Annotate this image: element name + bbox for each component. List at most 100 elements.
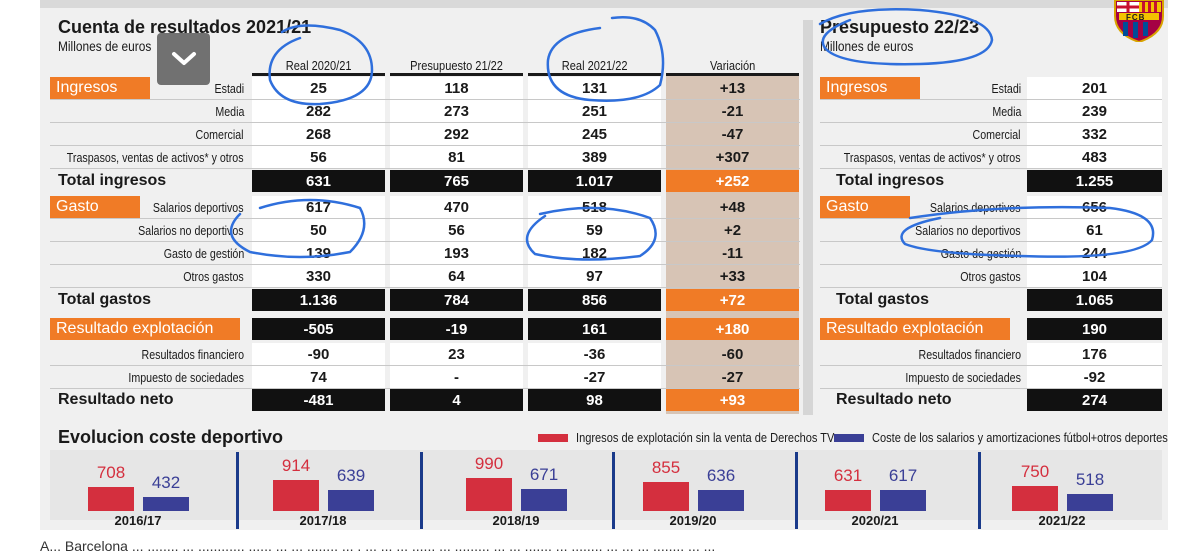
row-label: Resultados financiero	[141, 346, 244, 362]
right-table-cell: 274	[1027, 389, 1162, 411]
row-divider	[50, 168, 800, 169]
right-row-label: Media	[991, 103, 1021, 119]
table-cell: 4	[390, 389, 523, 411]
fcb-logo-text: FCB	[1126, 13, 1146, 22]
table-cell: 765	[390, 170, 523, 192]
bar-label-red: 990	[474, 453, 504, 473]
table-cell: 56	[252, 146, 385, 168]
fcb-crest-logo	[1114, 0, 1164, 42]
evolution-chart-background	[50, 450, 1162, 520]
column-header-real-2020-21: Real 2020/21	[252, 52, 385, 76]
bar-label-blue: 617	[888, 466, 918, 486]
bar-red-2019/20	[643, 482, 689, 511]
collapse-button[interactable]	[157, 33, 210, 85]
legend-red: Ingresos de explotación sin la venta de …	[538, 430, 880, 445]
table-cell: 81	[390, 146, 523, 168]
table-cell: +2	[723, 221, 742, 239]
bar-label-red: 708	[96, 463, 126, 483]
year-separator	[612, 452, 615, 529]
right-row-label: Total gastos	[836, 291, 930, 308]
right-row-label: Comercial	[973, 126, 1021, 142]
legend-red-swatch	[538, 433, 568, 442]
table-cell: +252	[666, 170, 799, 192]
bar-label-blue: 636	[706, 465, 736, 485]
year-label: 2017/18	[299, 513, 347, 528]
right-row-label: Otros gastos	[960, 268, 1021, 284]
table-cell: 292	[390, 123, 523, 145]
table-cell: -19	[390, 318, 523, 340]
table-cell: +93	[666, 389, 799, 411]
table-cell: 161	[528, 318, 661, 340]
table-cell: 23	[390, 343, 523, 365]
year-label: 2018/19	[492, 513, 540, 528]
table-cell: +180	[666, 318, 799, 340]
column-header-variacion: Variación	[666, 52, 799, 76]
year-label: 2021/22	[1038, 513, 1086, 528]
year-separator	[420, 452, 423, 529]
row-divider	[50, 122, 800, 123]
right-row-divider	[820, 264, 1162, 265]
bar-blue-2016/17	[143, 496, 189, 511]
right-row-divider	[820, 122, 1162, 123]
table-cell: 282	[252, 100, 385, 122]
table-cell: +33	[719, 267, 746, 285]
table-cell: 97	[528, 265, 661, 287]
right-row-label: Traspasos, ventas de activos* y otros	[844, 149, 1021, 165]
right-section-badge-gasto: Gasto	[820, 196, 910, 218]
year-separator	[795, 452, 798, 529]
table-cell: 59	[528, 219, 661, 241]
row-divider	[50, 241, 800, 242]
row-label: Total ingresos	[58, 172, 167, 189]
bar-blue-2018/19	[521, 488, 567, 511]
row-divider	[50, 287, 800, 288]
table-cell: 98	[528, 389, 661, 411]
row-divider	[50, 388, 800, 389]
right-row-label: Salarios deportivos	[930, 199, 1021, 215]
right-table-cell: 176	[1027, 343, 1162, 365]
table-cell: +307	[715, 148, 750, 166]
row-label: Resultado neto	[58, 391, 174, 408]
row-divider	[50, 145, 800, 146]
table-cell: 193	[390, 242, 523, 264]
table-cell: 273	[390, 100, 523, 122]
year-label: 2016/17	[114, 513, 162, 528]
row-label: Media	[214, 103, 244, 119]
table-cell: -21	[721, 102, 744, 120]
right-table-cell: 1.065	[1027, 289, 1162, 311]
table-cell: 182	[528, 242, 661, 264]
bar-blue-2021/22	[1067, 493, 1113, 511]
bar-label-blue: 639	[336, 465, 366, 485]
bar-red-2020/21	[825, 489, 871, 511]
bar-red-2021/22	[1012, 485, 1058, 511]
table-cell: 245	[528, 123, 661, 145]
year-separator	[978, 452, 981, 529]
table-cell: -60	[721, 345, 744, 363]
right-table-cell: 104	[1027, 265, 1162, 287]
right-table-cell: -92	[1027, 366, 1162, 388]
left-title: Cuenta de resultados 2021/21	[58, 17, 312, 37]
panel-divider	[803, 20, 813, 415]
row-label: Gasto de gestión	[163, 245, 244, 261]
right-table-cell: 332	[1027, 123, 1162, 145]
right-title: Presupuesto 22/23	[820, 17, 980, 37]
table-cell: -36	[528, 343, 661, 365]
right-row-label: Salarios no deportivos	[915, 222, 1021, 238]
right-table-cell: 244	[1027, 242, 1162, 264]
bar-red-2016/17	[88, 487, 134, 511]
left-subtitle: Millones de euros	[58, 38, 152, 54]
row-divider	[50, 264, 800, 265]
section-badge-gasto: Gasto	[50, 196, 140, 218]
right-table-cell: 239	[1027, 100, 1162, 122]
table-cell: 268	[252, 123, 385, 145]
row-label: Traspasos, ventas de activos* y otros	[67, 149, 244, 165]
table-cell: 251	[528, 100, 661, 122]
section-badge-ingresos: Ingresos	[50, 77, 150, 99]
table-cell: -481	[252, 389, 385, 411]
year-label: 2020/21	[851, 513, 899, 528]
bar-label-red: 750	[1020, 461, 1050, 481]
right-row-label: Resultado neto	[836, 391, 952, 408]
table-cell: -	[390, 366, 523, 388]
table-cell: 74	[252, 366, 385, 388]
table-cell: 1.017	[528, 170, 661, 192]
table-cell: 118	[390, 77, 523, 99]
